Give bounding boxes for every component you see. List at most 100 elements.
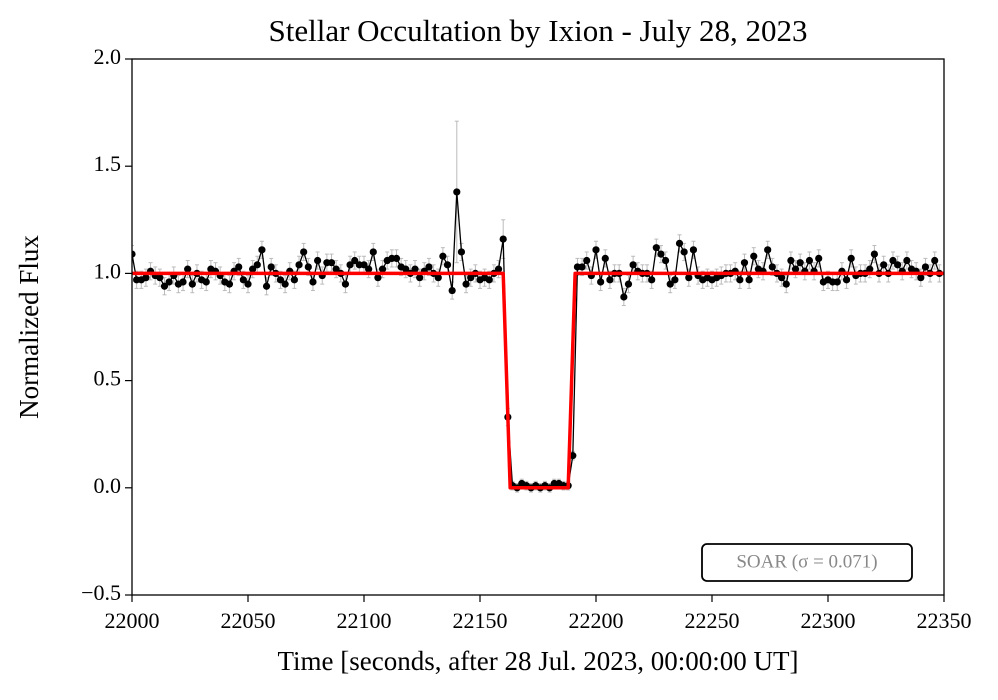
data-point bbox=[685, 274, 693, 282]
data-point bbox=[689, 246, 698, 254]
data-point bbox=[309, 278, 317, 286]
data-point bbox=[142, 274, 150, 282]
plot-area bbox=[132, 120, 944, 493]
y-tick-label: 2.0 bbox=[94, 44, 122, 69]
data-point bbox=[188, 280, 196, 288]
data-point bbox=[402, 265, 410, 273]
data-point bbox=[184, 265, 192, 273]
data-point bbox=[903, 256, 911, 265]
data-point bbox=[601, 254, 609, 262]
data-point bbox=[425, 263, 433, 271]
data-point bbox=[295, 261, 303, 269]
y-tick-label: 0.0 bbox=[94, 473, 122, 498]
data-point bbox=[680, 248, 688, 256]
y-tick-label: 0.5 bbox=[94, 366, 122, 391]
data-point bbox=[132, 250, 136, 258]
data-point bbox=[448, 286, 456, 295]
data-point bbox=[815, 254, 823, 262]
data-point bbox=[778, 274, 786, 282]
x-tick-label: 22000 bbox=[105, 608, 160, 633]
data-point bbox=[434, 274, 442, 282]
data-point bbox=[341, 280, 350, 288]
data-point bbox=[327, 259, 336, 267]
data-point bbox=[499, 235, 507, 243]
chart-title: Stellar Occultation by Ixion - July 28, … bbox=[269, 13, 808, 48]
y-axis-label: Normalized Flux bbox=[14, 235, 44, 419]
x-tick-label: 22150 bbox=[453, 608, 508, 633]
data-point bbox=[494, 265, 503, 273]
data-point bbox=[750, 252, 758, 260]
x-tick-label: 22250 bbox=[685, 608, 740, 633]
data-point bbox=[578, 263, 586, 271]
data-point bbox=[332, 265, 340, 273]
x-axis-label: Time [seconds, after 28 Jul. 2023, 00:00… bbox=[278, 646, 799, 676]
data-point bbox=[648, 276, 656, 284]
data-point bbox=[244, 280, 252, 288]
data-point bbox=[457, 248, 466, 256]
data-point bbox=[304, 263, 312, 271]
data-point bbox=[290, 276, 298, 284]
data-point bbox=[787, 256, 795, 265]
x-tick-label: 22200 bbox=[569, 608, 624, 633]
data-point bbox=[931, 256, 939, 265]
data-point bbox=[768, 263, 776, 271]
data-point bbox=[300, 248, 308, 256]
data-point bbox=[365, 265, 373, 273]
annotation: SOAR (σ = 0.071) bbox=[736, 551, 877, 572]
y-tick-label: 1.0 bbox=[94, 258, 122, 283]
data-point bbox=[165, 278, 173, 286]
data-point bbox=[606, 276, 614, 284]
data-point bbox=[392, 254, 401, 262]
data-point bbox=[314, 256, 322, 265]
data-point bbox=[736, 276, 744, 284]
data-point bbox=[833, 278, 841, 286]
y-tick-label: 1.5 bbox=[94, 151, 122, 176]
data-point bbox=[160, 282, 169, 290]
data-point bbox=[369, 248, 377, 256]
data-point bbox=[485, 276, 493, 284]
data-point bbox=[411, 265, 419, 273]
data-point bbox=[880, 261, 888, 269]
data-point bbox=[276, 276, 285, 284]
data-point bbox=[202, 278, 210, 286]
data-point bbox=[439, 252, 447, 260]
data-point bbox=[583, 256, 591, 265]
data-point bbox=[796, 259, 804, 267]
x-tick-label: 22350 bbox=[917, 608, 972, 633]
data-point bbox=[629, 261, 637, 269]
data-point bbox=[917, 274, 925, 282]
data-point bbox=[262, 282, 271, 290]
data-point bbox=[624, 280, 633, 288]
data-point bbox=[745, 276, 753, 284]
data-point bbox=[156, 274, 164, 282]
data-point bbox=[662, 256, 670, 265]
x-tick-label: 22050 bbox=[221, 608, 276, 633]
data-point bbox=[443, 261, 452, 269]
data-point bbox=[453, 188, 461, 196]
data-point bbox=[346, 261, 354, 269]
data-point bbox=[870, 250, 879, 258]
data-point bbox=[360, 261, 368, 269]
data-point bbox=[258, 246, 266, 254]
y-tick-label: −0.5 bbox=[81, 580, 121, 605]
data-point bbox=[374, 274, 382, 282]
data-point bbox=[281, 280, 289, 288]
data-point bbox=[416, 274, 424, 282]
model-line bbox=[132, 271, 944, 490]
data-point bbox=[652, 244, 660, 252]
data-point bbox=[592, 246, 600, 254]
data-point bbox=[239, 276, 247, 284]
data-point bbox=[666, 280, 674, 288]
data-point bbox=[267, 263, 275, 271]
data-point bbox=[805, 256, 814, 265]
x-tick-label: 22100 bbox=[337, 608, 392, 633]
data-point bbox=[253, 261, 261, 269]
data-point bbox=[782, 280, 790, 288]
data-point bbox=[462, 280, 470, 288]
data-point bbox=[620, 293, 628, 301]
data-point bbox=[179, 278, 187, 286]
data-point bbox=[671, 276, 679, 284]
data-point bbox=[866, 265, 874, 273]
